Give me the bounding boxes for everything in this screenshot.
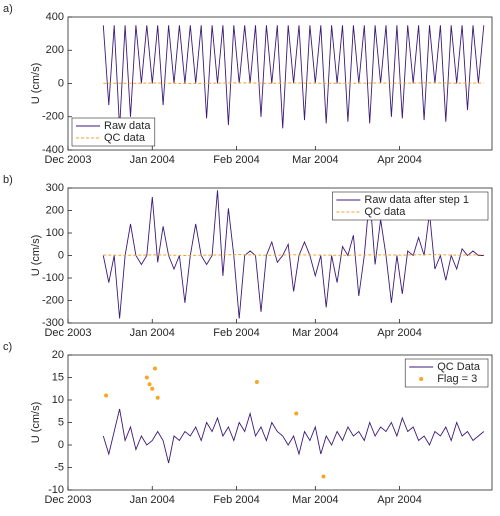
y-tick-label: 300 <box>46 182 64 194</box>
y-axis-label: U (cm/s) <box>30 235 42 277</box>
y-tick-label: 200 <box>46 204 64 216</box>
axes-box <box>67 354 493 491</box>
panel-label: b) <box>3 174 13 186</box>
y-tick-label: -200 <box>42 294 64 306</box>
y-tick-label: 5 <box>58 416 64 428</box>
y-tick-label: 0 <box>58 249 64 261</box>
flag-point <box>147 382 152 387</box>
y-tick-label: -100 <box>42 272 64 284</box>
legend-label: QC data <box>364 206 406 218</box>
series-line <box>102 190 484 319</box>
flag-point <box>104 393 109 398</box>
legend-label: Raw data after step 1 <box>364 194 469 206</box>
y-tick-label: 20 <box>52 349 64 361</box>
x-tick-label: Dec 2003 <box>44 494 91 506</box>
flag-point <box>144 375 149 380</box>
x-tick-label: Jan 2004 <box>130 494 175 506</box>
x-tick-label: Feb 2004 <box>213 494 259 506</box>
legend-box <box>71 117 156 147</box>
y-tick-label: 10 <box>52 394 64 406</box>
series-line <box>102 408 485 464</box>
x-tick-label: Mar 2004 <box>292 327 338 339</box>
x-tick-label: Mar 2004 <box>292 494 338 506</box>
legend-marker <box>419 377 424 381</box>
y-tick-label: -300 <box>42 317 64 329</box>
y-tick-label: 0 <box>58 439 64 451</box>
legend-box <box>404 358 489 388</box>
legend-label: Flag = 3 <box>437 373 477 385</box>
y-tick-label: 100 <box>46 227 64 239</box>
legend-label: QC Data <box>437 361 481 373</box>
x-tick-label: Jan 2004 <box>130 327 175 339</box>
y-axis-label: U (cm/s) <box>30 402 42 444</box>
flag-point <box>152 366 157 371</box>
panel-label: a) <box>3 3 13 15</box>
legend-label: QC data <box>104 132 146 144</box>
x-tick-label: Mar 2004 <box>292 154 338 166</box>
x-tick-label: Apr 2004 <box>377 154 422 166</box>
flag-point <box>155 395 160 400</box>
legend-label: Raw data <box>104 120 151 132</box>
x-tick-label: Apr 2004 <box>377 327 422 339</box>
y-tick-label: -400 <box>42 144 64 156</box>
flag-point <box>254 380 259 384</box>
x-tick-label: Jan 2004 <box>130 154 175 166</box>
x-tick-label: Apr 2004 <box>377 494 422 506</box>
flag-point <box>294 411 299 416</box>
series-line <box>103 82 484 85</box>
y-tick-label: -10 <box>48 484 64 496</box>
y-tick-label: -5 <box>54 461 64 473</box>
panel-label: c) <box>3 341 12 353</box>
axes-box <box>67 16 493 151</box>
axes-box <box>67 187 493 324</box>
flag-point <box>150 386 155 391</box>
y-axis-label: U (cm/s) <box>30 63 42 105</box>
x-tick-label: Feb 2004 <box>213 154 259 166</box>
y-tick-label: 400 <box>46 11 64 23</box>
y-tick-label: 200 <box>46 44 64 56</box>
y-tick-label: 15 <box>52 371 64 383</box>
y-tick-label: 0 <box>58 77 64 89</box>
legend-box <box>332 191 489 221</box>
series-line <box>103 254 484 257</box>
x-tick-label: Dec 2003 <box>44 327 91 339</box>
series-line <box>102 25 485 129</box>
flag-point <box>321 474 326 479</box>
x-tick-label: Dec 2003 <box>44 154 91 166</box>
y-tick-label: -200 <box>42 111 64 123</box>
x-tick-label: Feb 2004 <box>213 327 259 339</box>
